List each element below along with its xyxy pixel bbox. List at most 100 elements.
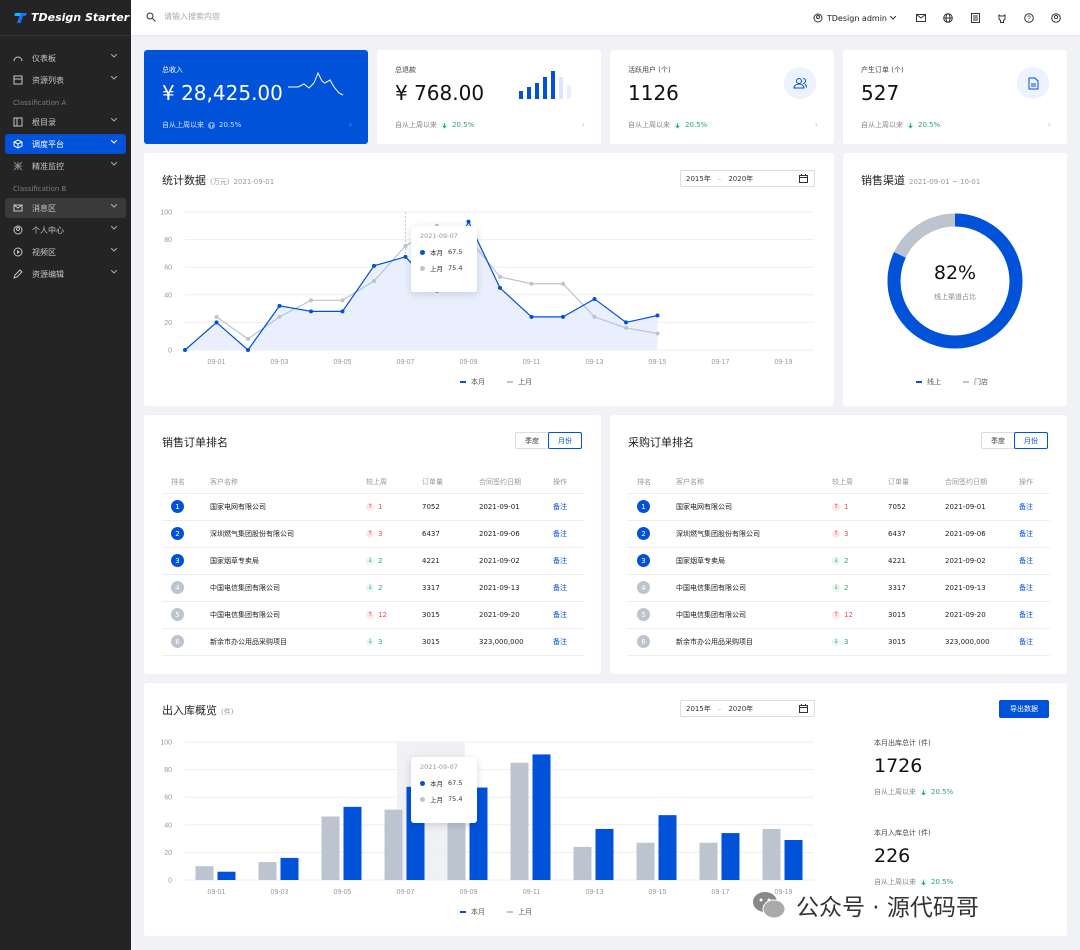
sidebar-item-video[interactable]: 视频区 [5,242,126,262]
sidebar-item-label: 个人中心 [32,225,64,235]
trend-change: ↓ 3 [366,637,382,646]
order-count: 6437 [879,520,936,548]
legend-label: 本月 [471,908,485,916]
svg-text:?: ? [1027,16,1031,23]
note-link[interactable]: 备注 [1019,556,1033,565]
rank-badge: 5 [637,608,650,621]
mail-icon[interactable] [911,9,931,27]
data-point-current [561,314,565,319]
arrow-down-icon: ↓ [832,556,840,565]
range-start: 2015年 [686,704,711,713]
order-count: 7052 [879,493,936,521]
change-value: 1 [844,502,849,511]
group-label-b: Classification B [13,185,67,193]
sign-date: 2021-09-01 [936,493,1010,521]
stat-label: 总收入 [162,66,183,74]
toggle-month[interactable]: 月份 [1014,432,1048,449]
sidebar-item-root[interactable]: 根目录 [5,112,126,132]
chevron-right-icon[interactable]: › [581,120,585,129]
sidebar-item-edit[interactable]: 资源编辑 [5,264,126,284]
note-link[interactable]: 备注 [553,556,567,565]
table-row: 3 国家烟草专卖局 ↓ 2 4221 2021-09-02 备注 [628,547,1050,575]
note-link[interactable]: 备注 [1019,610,1033,619]
user-menu[interactable]: TDesign admin [813,13,896,23]
sidebar-item-resource-list[interactable]: 资源列表 [5,70,126,90]
toggle-quarter[interactable]: 季度 [991,436,1005,445]
stat-card-revenue[interactable]: 总收入 ¥ 28,425.00 自从上周以来 20.5% › [144,50,368,144]
legend-label: 上月 [518,908,532,916]
table-row: 4 中国电信集团有限公司 ↓ 2 3317 2021-09-13 备注 [628,574,1050,602]
change-value: 1 [378,502,383,511]
sidebar-item-label: 精准监控 [32,161,64,171]
note-link[interactable]: 备注 [553,529,567,538]
file-icon [1017,67,1049,99]
tooltip-date: 2021-09-07 [420,232,458,240]
trend-change: ↑ 3 [366,529,382,538]
note-link[interactable]: 备注 [553,583,567,592]
rank-badge: 2 [171,527,184,540]
note-link[interactable]: 备注 [553,637,567,646]
watermark: 公众号 · 源代码哥 [752,888,979,922]
date-range-picker[interactable]: 2015年 –2020年 [680,170,815,187]
arrow-up-icon: ↑ [366,610,374,619]
stat-card-active-users[interactable]: 活跃用户 (个) 1126 自从上周以来 20.5% › [610,50,834,144]
arrow-up-icon: ↑ [366,529,374,538]
note-link[interactable]: 备注 [553,502,567,511]
trend-change: ↓ 2 [832,556,848,565]
chevron-down-icon [111,118,117,122]
export-button[interactable]: 导出数据 [999,700,1049,718]
chevron-right-icon[interactable]: › [814,120,818,129]
trend-change: ↓ 2 [366,583,382,592]
customer-name: 国家电网有限公司 [201,493,357,521]
chevron-right-icon[interactable]: › [348,120,352,129]
arrow-up-icon: ↑ [832,529,840,538]
table-row: 6 新余市办公用品采购项目 ↓ 3 3015 323,000,000 备注 [628,628,1050,656]
note-link[interactable]: 备注 [1019,502,1033,511]
toggle-month[interactable]: 月份 [548,432,582,449]
github-icon[interactable] [992,9,1012,27]
stat-value: 1126 [628,81,679,105]
period-toggle[interactable]: 季度 月份 [515,432,582,449]
stat-card-refund[interactable]: 总退款 ¥ 768.00 自从上周以来 20.5% › [377,50,601,144]
note-link[interactable]: 备注 [1019,529,1033,538]
help-icon[interactable]: ? [1019,9,1039,27]
range-start: 2015年 [686,174,711,183]
sidebar-item-monitor[interactable]: 精准监控 [5,156,126,176]
period-toggle[interactable]: 季度 月份 [981,432,1048,449]
data-point-previous [624,325,628,330]
chevron-right-icon[interactable]: › [1047,120,1051,129]
sidebar-item-scheduling[interactable]: 调度平台 [5,134,126,154]
x-tick-label: 09-03 [271,359,289,366]
stat-card-orders[interactable]: 产生订单 (个) 527 自从上周以来 20.5% › [843,50,1067,144]
dashboard-icon [13,53,23,63]
order-count: 4221 [879,547,936,575]
legend-label: 上月 [518,378,532,386]
data-point-previous [592,314,597,319]
list-icon [13,75,23,85]
sidebar-item-label: 资源编辑 [32,269,64,279]
bar-previous [510,762,529,880]
x-tick-label: 09-01 [208,889,226,896]
document-icon[interactable] [965,9,985,27]
note-link[interactable]: 备注 [1019,583,1033,592]
toggle-quarter[interactable]: 季度 [525,436,539,445]
mail-icon [13,203,23,213]
note-link[interactable]: 备注 [553,610,567,619]
logo[interactable]: TDesign Starter [0,0,131,36]
sign-date: 2021-09-02 [936,547,1010,575]
search-bar[interactable]: 请输入搜索内容 [146,11,220,22]
y-tick-label: 80 [164,237,172,244]
date-range-picker[interactable]: 2015年 –2020年 [680,700,815,717]
search-input[interactable]: 请输入搜索内容 [164,12,220,21]
sidebar-item-personal[interactable]: 个人中心 [5,220,126,240]
sidebar-item-messages[interactable]: 消息区 [5,198,126,218]
x-tick-label: 09-19 [775,889,793,896]
globe-icon[interactable] [938,9,958,27]
card-title: 销售渠道 2021-09-01 ~ 10-01 [861,174,981,187]
card-unit: (万元) [210,178,230,186]
stat-label: 活跃用户 (个) [628,66,671,74]
note-link[interactable]: 备注 [1019,637,1033,646]
stat-pct: 20.5% [685,121,708,129]
account-icon[interactable] [1046,9,1066,27]
sidebar-item-dashboard[interactable]: 仪表板 [5,48,126,68]
